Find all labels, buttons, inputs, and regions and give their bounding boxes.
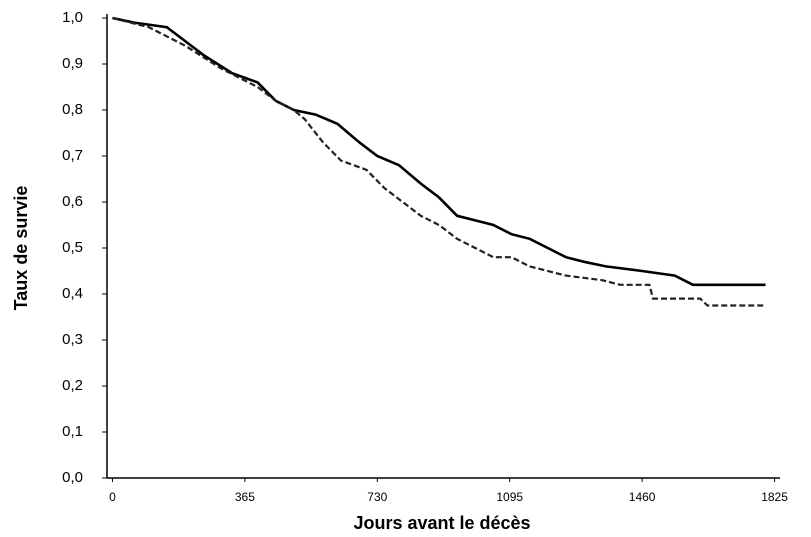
y-tick-label: 0,5 — [62, 239, 83, 256]
y-tick-label: 0,9 — [62, 55, 83, 72]
y-axis-label: Taux de survie — [11, 186, 31, 311]
y-tick-label: 0,3 — [62, 331, 83, 348]
y-tick-label: 0,6 — [62, 193, 83, 210]
y-tick-label: 0,8 — [62, 101, 83, 118]
x-tick-label: 365 — [235, 490, 255, 504]
y-tick-label: 1,0 — [62, 9, 83, 26]
x-tick-label: 730 — [367, 490, 387, 504]
x-axis-label: Jours avant le décès — [353, 513, 530, 533]
x-tick-label: 0 — [109, 490, 116, 504]
survival-curve — [112, 16, 766, 307]
y-tick-label: 0,7 — [62, 147, 83, 164]
y-tick-label: 0,1 — [62, 423, 83, 440]
y-tick-label: 0,4 — [62, 285, 83, 302]
x-tick-label: 1095 — [496, 490, 523, 504]
y-tick-label: 0,2 — [62, 377, 83, 394]
y-tick-label: 0,0 — [62, 469, 83, 486]
x-tick-label: 1460 — [629, 490, 656, 504]
survival-curve — [112, 16, 766, 287]
x-tick-label: 1825 — [761, 490, 788, 504]
